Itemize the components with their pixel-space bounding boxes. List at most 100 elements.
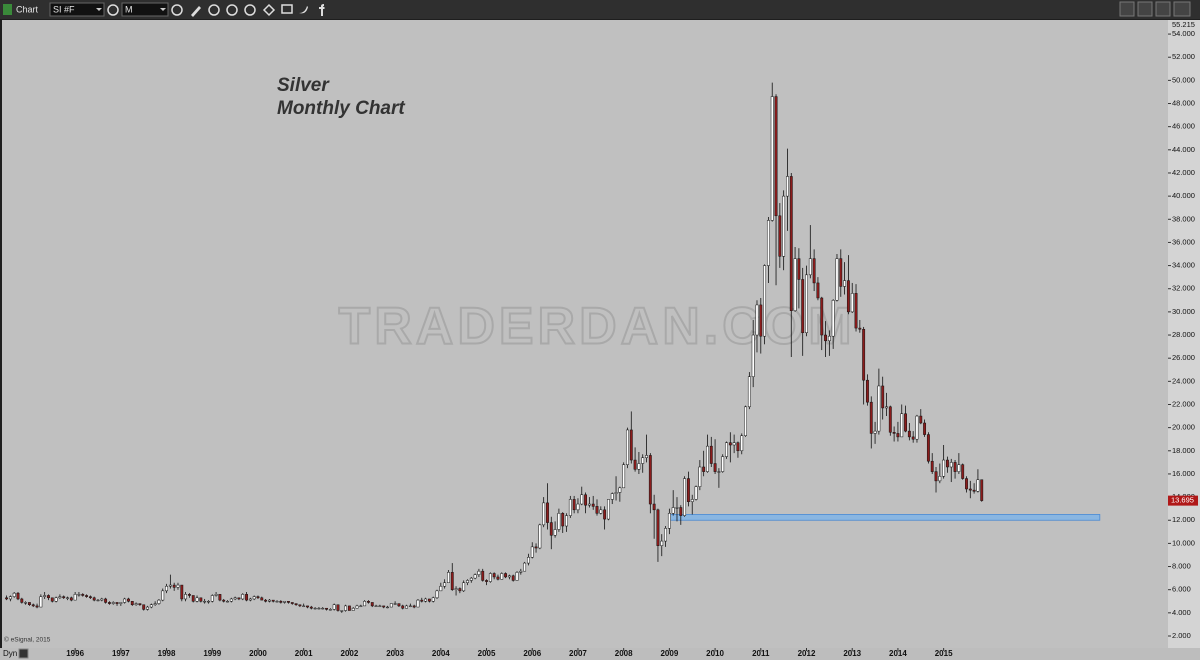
candle-body bbox=[210, 595, 214, 602]
candle-body bbox=[820, 297, 824, 336]
candle-body bbox=[47, 595, 50, 599]
link-button[interactable] bbox=[107, 4, 119, 16]
copyright: © eSignal, 2015 bbox=[4, 636, 51, 644]
candle-body bbox=[443, 582, 447, 587]
candle-body bbox=[686, 478, 690, 502]
candle-body bbox=[801, 279, 805, 333]
candle-body bbox=[241, 594, 245, 600]
last-price-label: 13.695 bbox=[1171, 496, 1194, 505]
marks bbox=[5, 82, 1101, 613]
candle-body bbox=[347, 605, 351, 611]
candle-body bbox=[527, 557, 530, 564]
candle-body bbox=[485, 580, 488, 582]
price-axis bbox=[1168, 20, 1200, 648]
candle-body bbox=[911, 436, 915, 440]
candle-body bbox=[389, 603, 393, 608]
candle-body bbox=[393, 603, 397, 605]
y-tick-label: 38.000 bbox=[1172, 214, 1195, 223]
candle-body bbox=[252, 596, 256, 600]
candle-body bbox=[218, 594, 222, 601]
y-tick-label: 52.000 bbox=[1172, 52, 1195, 61]
candle-body bbox=[534, 546, 538, 549]
candle-body bbox=[134, 603, 138, 605]
candle-body bbox=[660, 540, 664, 546]
candle-body bbox=[397, 603, 401, 607]
x-tick-label: 2013 bbox=[843, 649, 861, 658]
candle-body bbox=[782, 195, 786, 257]
candle-body bbox=[648, 455, 652, 505]
candle-body bbox=[946, 459, 949, 468]
candle-body bbox=[127, 598, 130, 602]
candle-body bbox=[187, 594, 191, 596]
candle-body bbox=[309, 606, 313, 609]
candle-body bbox=[744, 406, 747, 436]
candle-body bbox=[557, 513, 561, 530]
candle-body bbox=[972, 489, 976, 492]
title-line: Silver bbox=[277, 75, 330, 96]
candle-body bbox=[306, 605, 309, 608]
candle-body bbox=[351, 607, 355, 611]
candle-body bbox=[408, 605, 412, 607]
candle-body bbox=[565, 515, 568, 527]
candle-body bbox=[88, 596, 92, 599]
refresh-button[interactable] bbox=[244, 4, 256, 16]
facebook-button[interactable] bbox=[319, 4, 325, 16]
play-button[interactable] bbox=[226, 4, 238, 16]
candle-body bbox=[5, 597, 9, 600]
chart-icon bbox=[3, 4, 12, 15]
candle-body bbox=[119, 602, 123, 604]
candle-body bbox=[115, 602, 119, 604]
cursor-button[interactable] bbox=[208, 4, 220, 16]
candle-body bbox=[523, 562, 527, 572]
candle-body bbox=[725, 442, 728, 457]
candle-body bbox=[325, 607, 328, 610]
candle-body bbox=[751, 334, 755, 377]
candle-body bbox=[805, 274, 808, 333]
candle-body bbox=[378, 605, 382, 607]
candle-body bbox=[553, 529, 557, 536]
candle-body bbox=[481, 570, 485, 581]
candle-body bbox=[633, 459, 637, 470]
candle-body bbox=[896, 433, 900, 438]
x-tick-label: 2005 bbox=[478, 649, 496, 658]
candle-body bbox=[942, 459, 946, 477]
twitter-button[interactable] bbox=[299, 6, 308, 14]
candle-body bbox=[149, 604, 153, 608]
symbol-input[interactable] bbox=[49, 2, 105, 17]
window-label: Chart bbox=[16, 4, 39, 14]
candle-body bbox=[843, 280, 847, 287]
candle-body bbox=[637, 463, 641, 470]
y-tick-label: 48.000 bbox=[1172, 99, 1195, 108]
candle-body bbox=[233, 597, 237, 600]
candle-body bbox=[778, 215, 782, 257]
y-tick-label: 30.000 bbox=[1172, 307, 1195, 316]
candle-body bbox=[500, 573, 504, 580]
close-button[interactable] bbox=[1173, 1, 1191, 17]
candle-body bbox=[264, 599, 268, 602]
candle-body bbox=[961, 464, 965, 479]
draw-button[interactable] bbox=[191, 6, 201, 17]
candle-body bbox=[317, 607, 321, 610]
candle-body bbox=[157, 599, 161, 604]
comment-button[interactable] bbox=[281, 4, 293, 14]
candle-body bbox=[599, 509, 603, 514]
maximize-button[interactable] bbox=[1155, 1, 1171, 17]
candle-body bbox=[31, 604, 35, 607]
candle-body bbox=[793, 258, 797, 311]
minimize-button[interactable] bbox=[1137, 1, 1153, 17]
help-button[interactable] bbox=[1119, 1, 1135, 17]
mode-button[interactable] bbox=[18, 648, 29, 659]
y-tick-label: 50.000 bbox=[1172, 75, 1195, 84]
candle-body bbox=[165, 585, 168, 592]
clock-button[interactable] bbox=[171, 4, 183, 16]
candle-body bbox=[542, 502, 546, 526]
candle-body bbox=[957, 464, 961, 472]
candle-body bbox=[81, 594, 85, 596]
candle-body bbox=[728, 442, 732, 446]
interval-input[interactable] bbox=[121, 2, 169, 17]
candle-body bbox=[622, 464, 626, 489]
tag-button[interactable] bbox=[262, 3, 276, 17]
candle-body bbox=[96, 599, 100, 602]
candle-body bbox=[717, 471, 721, 473]
